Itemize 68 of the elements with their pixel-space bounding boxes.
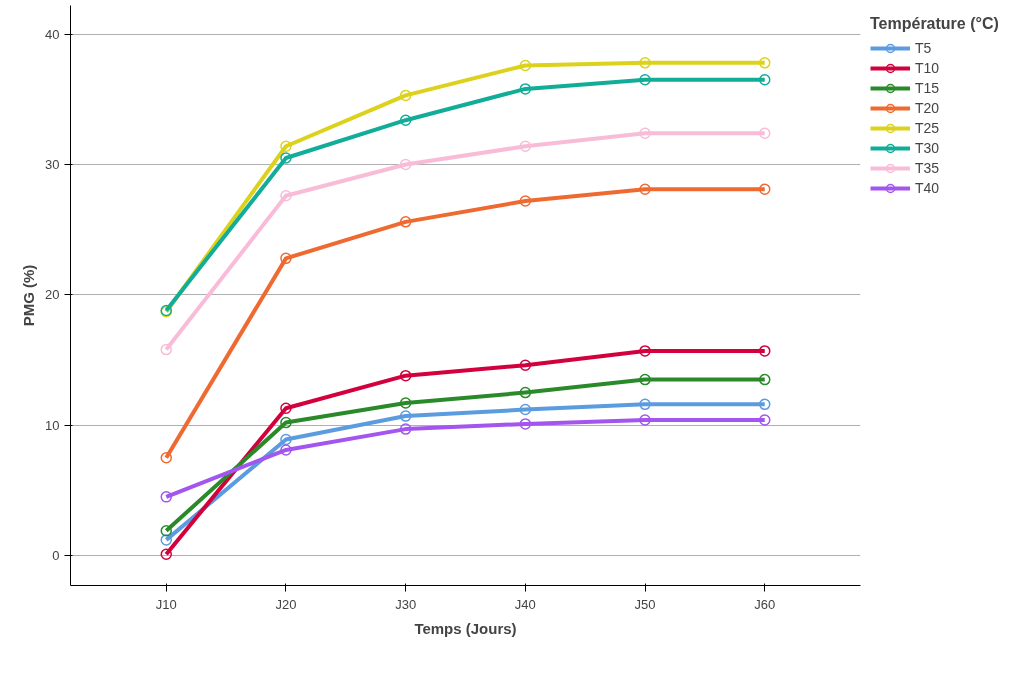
point: [758, 398, 771, 411]
legend-label: T5: [915, 40, 933, 56]
point: [639, 398, 651, 411]
point: [519, 83, 532, 95]
point: [519, 195, 532, 207]
point: [399, 216, 412, 228]
point: [639, 57, 651, 69]
legend-label: T25: [915, 120, 940, 136]
point: [519, 59, 532, 72]
point: [280, 402, 292, 414]
point: [160, 491, 173, 503]
x-tick-label: J50: [634, 596, 656, 612]
point: [758, 127, 771, 139]
point: [639, 127, 651, 139]
point: [399, 397, 412, 409]
legend-label: T20: [915, 100, 940, 116]
point: [519, 359, 532, 371]
point: [639, 183, 651, 196]
y-axis-title: PMG (%): [20, 264, 38, 327]
point: [160, 525, 173, 537]
point: [280, 140, 292, 152]
legend-label: T15: [915, 80, 940, 96]
point: [639, 414, 651, 426]
x-axis-title: Temps (Jours): [414, 619, 517, 637]
point: [399, 369, 412, 382]
point: [280, 416, 292, 429]
x-tick-label: J30: [395, 596, 417, 612]
point: [758, 345, 771, 357]
legend-label: T40: [915, 180, 940, 196]
point: [399, 89, 412, 102]
point: [280, 252, 292, 265]
legend-label: T35: [915, 160, 940, 176]
point: [639, 345, 651, 357]
point: [758, 74, 771, 86]
point: [519, 403, 532, 416]
point: [280, 190, 292, 202]
point: [399, 410, 412, 422]
point: [399, 158, 412, 171]
x-tick-label: J40: [514, 596, 536, 612]
point: [758, 373, 771, 386]
legend-label: T30: [915, 140, 940, 156]
point: [280, 444, 292, 456]
y-tick-label: 30: [45, 157, 60, 173]
x-tick-label: J60: [754, 596, 776, 612]
point: [399, 423, 412, 435]
point: [280, 152, 292, 164]
point: [160, 534, 173, 546]
y-tick-label: 0: [52, 548, 60, 564]
point: [519, 386, 532, 399]
y-tick-label: 10: [45, 417, 60, 433]
point: [160, 548, 173, 560]
point: [280, 433, 292, 446]
point: [758, 414, 771, 426]
point: [639, 74, 651, 86]
point: [519, 418, 532, 430]
point: [519, 140, 532, 152]
point: [160, 452, 173, 464]
y-tick-label: 40: [45, 26, 60, 42]
point: [160, 343, 173, 356]
legend-label: T10: [915, 60, 940, 76]
legend-title: Température (°C): [870, 15, 999, 33]
point: [758, 57, 771, 69]
y-tick-label: 20: [45, 287, 60, 303]
point: [639, 373, 651, 386]
point: [758, 183, 771, 196]
x-tick-label: J10: [155, 596, 177, 612]
point: [399, 114, 412, 126]
x-tick-label: J20: [275, 596, 297, 612]
